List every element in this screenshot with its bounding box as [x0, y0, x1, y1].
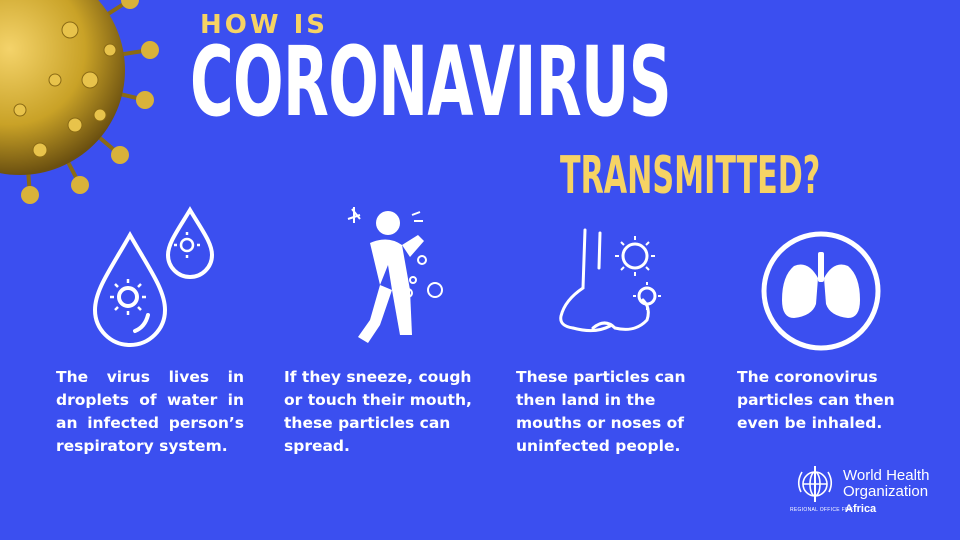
lungs-icon [761, 231, 881, 351]
step-2-text: If they sneeze, cough or touch their mou… [284, 368, 472, 455]
who-region-name: Africa [845, 503, 877, 515]
header-kicker: HOW IS [200, 10, 328, 40]
droplets-virus-icon [92, 206, 215, 347]
step-1-text: The virus lives in droplets of water in … [56, 368, 244, 455]
step-4-text: The coronovirus particles can then even … [737, 368, 895, 432]
person-coughing-icon [347, 207, 443, 343]
step-3-text: These particles can then land in the mou… [516, 368, 686, 455]
page-title: CORONAVIRUS [190, 26, 672, 138]
who-emblem-icon [797, 466, 833, 502]
nose-virus-icon [559, 228, 661, 333]
who-logo-name: World Health Organization [843, 467, 930, 500]
page-subtitle: TRANSMITTED? [560, 146, 821, 206]
who-region-label: REGIONAL OFFICE FOR [790, 507, 854, 513]
coronavirus-illustration [0, 0, 159, 204]
